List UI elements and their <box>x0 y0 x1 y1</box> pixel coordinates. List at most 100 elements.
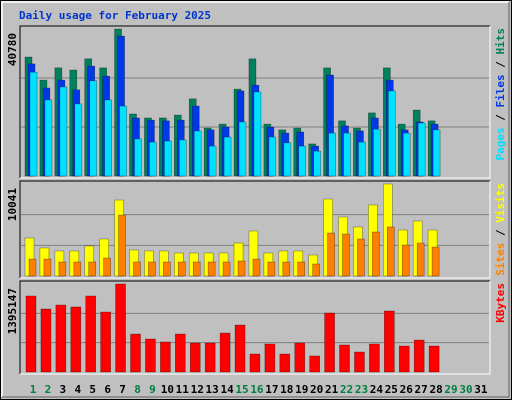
bar <box>103 257 111 277</box>
bar <box>104 99 112 177</box>
chart-title: Daily usage for February 2025 <box>19 9 211 22</box>
x-tick-label: 26 <box>400 383 414 396</box>
bar <box>401 244 410 277</box>
x-tick-label: 20 <box>310 383 323 396</box>
x-tick-label: 12 <box>191 383 204 396</box>
bar <box>373 128 381 177</box>
bar <box>357 238 365 277</box>
legend-entry: Pages <box>494 127 507 160</box>
x-tick-label: 31 <box>474 383 488 396</box>
bar <box>238 121 247 177</box>
bar <box>431 246 440 277</box>
bar <box>297 261 306 277</box>
bar <box>267 261 276 277</box>
legend-separator: / <box>494 223 507 243</box>
bar <box>279 353 291 373</box>
bar <box>384 310 395 373</box>
bar <box>178 261 186 277</box>
bar <box>40 308 52 373</box>
x-tick-label: 28 <box>429 383 442 396</box>
bar <box>58 261 67 277</box>
bar <box>324 312 335 373</box>
bar <box>119 105 127 177</box>
panel-edge-light <box>20 281 491 375</box>
bar <box>145 338 156 373</box>
legend-entry: Hits <box>494 28 507 55</box>
bar <box>179 139 187 177</box>
panel-edge-dark <box>19 280 490 374</box>
legend: Sites / Visits <box>494 183 507 276</box>
panel-edge-light <box>20 26 491 179</box>
bar <box>164 140 172 177</box>
bar <box>189 342 201 373</box>
bar <box>416 242 425 277</box>
bar <box>133 261 141 277</box>
bar <box>298 145 307 177</box>
legend-entry: Sites <box>494 243 507 276</box>
bar <box>343 132 351 177</box>
bar <box>339 344 350 373</box>
bar <box>369 343 380 373</box>
bar <box>354 351 365 373</box>
bar <box>388 90 396 177</box>
bar <box>73 261 82 277</box>
x-tick-label: 6 <box>104 383 111 396</box>
bar <box>149 141 157 177</box>
bar <box>432 129 441 177</box>
legend-entry: Files <box>494 74 507 107</box>
panel-edge-dark <box>19 180 490 278</box>
x-tick-label: 9 <box>149 383 156 396</box>
bar <box>100 311 111 373</box>
bar <box>223 136 232 177</box>
x-tick-label: 27 <box>415 383 428 396</box>
bar <box>59 86 68 177</box>
panel-edge-light <box>20 181 491 279</box>
x-tick-label: 22 <box>340 383 353 396</box>
bar <box>43 258 52 277</box>
x-tick-label: 14 <box>220 383 234 396</box>
bar <box>237 260 246 277</box>
bar <box>115 283 126 373</box>
bar <box>327 232 335 277</box>
x-tick-label: 2 <box>45 383 52 396</box>
bar <box>313 150 321 177</box>
bar <box>55 304 67 373</box>
bar <box>70 306 82 373</box>
x-tick-label: 8 <box>134 383 141 396</box>
legend: Pages / Files / Hits <box>494 28 507 161</box>
x-tick-label: 10 <box>161 383 174 396</box>
x-tick-label: 3 <box>60 383 67 396</box>
bar <box>193 130 202 177</box>
x-tick-label: 25 <box>385 383 398 396</box>
legend-separator: / <box>494 108 507 128</box>
bar <box>398 345 410 373</box>
bar <box>372 231 380 277</box>
bar <box>130 333 141 373</box>
bar <box>118 214 126 277</box>
bar <box>252 258 261 277</box>
panel-edge-dark <box>19 25 490 178</box>
bar <box>222 261 231 277</box>
bar <box>387 226 395 277</box>
bar <box>74 103 83 177</box>
x-tick-label: 30 <box>459 383 472 396</box>
y-tick-label: 10041 <box>6 188 19 221</box>
x-tick-label: 21 <box>325 383 339 396</box>
bar <box>342 233 350 277</box>
bar <box>44 99 53 177</box>
bar <box>89 80 98 177</box>
bar <box>204 342 216 373</box>
bar <box>413 339 425 373</box>
bar <box>283 142 292 177</box>
x-tick-label: 16 <box>250 383 264 396</box>
bar <box>148 261 156 277</box>
x-tick-label: 18 <box>280 383 293 396</box>
legend-entry: KBytes <box>494 283 507 323</box>
bar <box>134 138 142 177</box>
bar <box>88 261 97 277</box>
bar <box>402 132 411 177</box>
x-tick-label: 5 <box>89 383 96 396</box>
bar <box>219 332 231 373</box>
